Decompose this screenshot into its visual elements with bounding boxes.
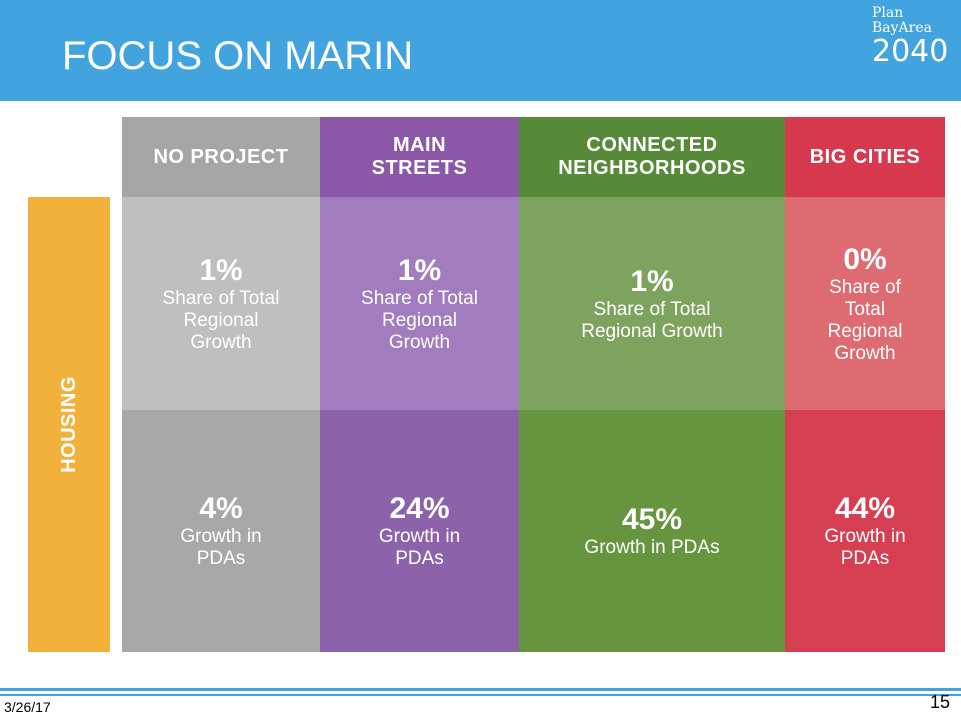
column-header: CONNECTED NEIGHBORHOODS [519,117,785,197]
cell-text: Regional [827,320,903,342]
footer-line [0,688,961,691]
date: 3/26/17 [4,699,51,715]
header-text: CONNECTED [586,134,718,156]
logo-year: 2040 [872,34,949,69]
cell-value: 45% [621,503,683,536]
cell-value: 1% [397,253,442,287]
table-cell: 4% Growth in PDAs [122,410,320,652]
cell-text: Growth in PDAs [584,537,720,558]
table-cell: 44% Growth in PDAs [785,410,945,652]
cell-text: Share of [829,276,901,298]
page-number: 15 [930,692,951,712]
header-bar [0,0,961,101]
cell-text: PDAs [840,548,890,569]
cell-text: Share of Total [162,287,280,309]
footer-line [0,694,961,696]
table-cell: 1% Share of Total Regional Growth [320,197,519,410]
cell-text: Growth in [378,526,461,547]
cell-text: PDAs [196,548,246,569]
table-cell: 1% Share of Total Regional Growth [122,197,320,411]
cell-value: 44% [834,492,896,525]
title: FOCUS ON MARIN [62,34,414,78]
row-label-text: HOUSING [57,376,80,473]
cell-value: 4% [199,492,243,525]
column-header: NO PROJECT [122,117,320,197]
logo-text: Plan [872,5,904,21]
cell-text: Growth in [180,526,262,547]
header-text: STREETS [371,157,468,179]
header-text: NO PROJECT [153,145,289,168]
header-text: MAIN [392,134,447,156]
logo-text: BayArea [872,20,932,36]
cell-text: PDAs [395,548,444,569]
table-cell: 1% Share of Total Regional Growth [519,197,785,410]
cell-text: Growth in [824,526,906,547]
cell-text: Regional [183,309,259,331]
column-header: BIG CITIES [785,117,945,197]
table-cell: 24% Growth in PDAs [320,410,519,652]
cell-value: 0% [843,242,887,276]
cell-text: Growth [834,342,896,364]
cell-value: 24% [389,492,450,525]
cell-text: Share of Total [593,298,711,320]
cell-value: 1% [630,264,674,298]
cell-text: Total [844,298,886,320]
logo: Plan BayArea 2040 [872,6,948,68]
column-header: MAIN STREETS [320,117,519,197]
row-label: HOUSING [28,197,110,652]
cell-text: Growth [388,331,451,353]
header-text: BIG CITIES [809,145,921,168]
table-cell: 45% Growth in PDAs [519,410,785,652]
header-text: NEIGHBORHOODS [558,157,746,179]
cell-value: 1% [199,253,243,287]
cell-text: Regional Growth [581,320,723,342]
cell-text: Share of Total [361,287,478,309]
table-cell: 0% Share of Total Regional Growth [785,197,945,410]
cell-text: Growth [190,331,252,353]
cell-text: Regional [382,309,457,331]
